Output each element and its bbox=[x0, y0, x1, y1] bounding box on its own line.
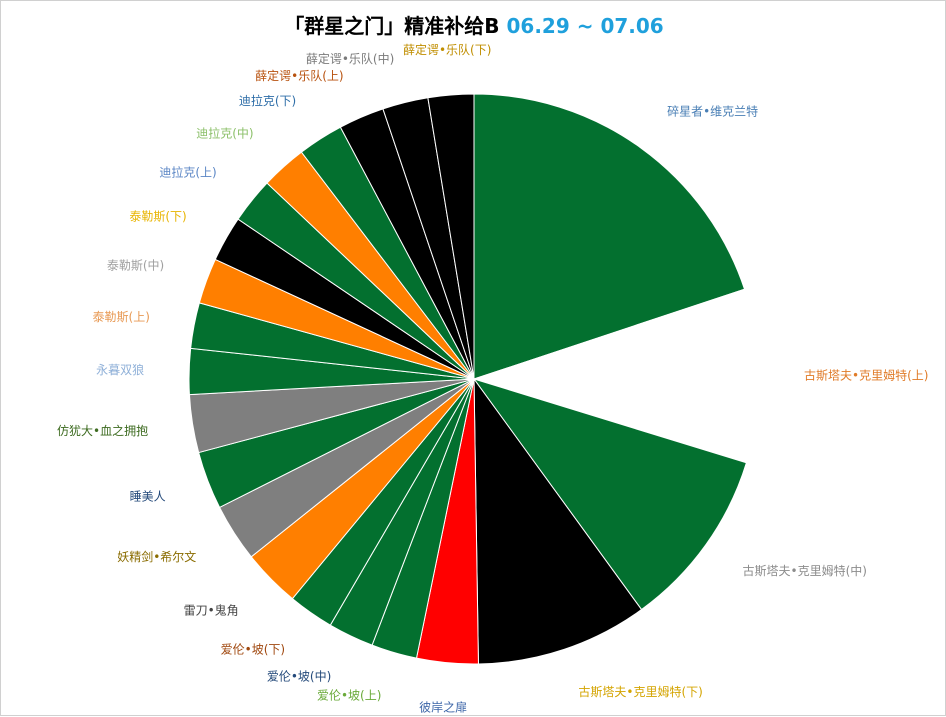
chart-title-main: 「群星之门」精准补给B bbox=[284, 14, 500, 38]
slice-label: 仿犹大•血之拥抱 bbox=[57, 423, 148, 438]
slice-label: 迪拉克(下) bbox=[239, 93, 296, 108]
slice-label: 彼岸之扉 bbox=[419, 701, 467, 715]
slice-label: 迪拉克(中) bbox=[196, 125, 253, 140]
pie-slice bbox=[473, 377, 643, 665]
slice-label: 薛定谔•乐队(下) bbox=[403, 42, 491, 57]
pie-slice bbox=[472, 378, 748, 611]
slice-label: 雷刀•鬼角 bbox=[184, 602, 239, 617]
slice-label: 泰勒斯(中) bbox=[107, 257, 164, 272]
pie-slice bbox=[473, 93, 746, 380]
slice-label: 薛定谔•乐队(中) bbox=[306, 51, 394, 66]
pie-slice bbox=[427, 93, 475, 380]
slice-label: 永暮双狼 bbox=[96, 362, 144, 377]
pie-slice bbox=[472, 288, 760, 464]
slice-label: 古斯塔夫•克里姆特(中) bbox=[743, 563, 867, 578]
slice-label: 泰勒斯(下) bbox=[129, 210, 186, 224]
slice-label: 爱伦•坡(下) bbox=[221, 642, 285, 657]
slice-label: 碎星者•维克兰特 bbox=[667, 103, 758, 118]
slice-label: 泰勒斯(上) bbox=[93, 310, 150, 324]
slice-label: 爱伦•坡(中) bbox=[267, 669, 331, 684]
slice-label: 睡美人 bbox=[130, 490, 166, 504]
pie-slices bbox=[188, 93, 760, 665]
slice-label: 迪拉克(上) bbox=[159, 164, 216, 179]
slice-label: 古斯塔夫•克里姆特(下) bbox=[578, 684, 702, 699]
slice-label: 薛定谔•乐队(上) bbox=[255, 68, 343, 83]
slice-label: 古斯塔夫•克里姆特(上) bbox=[804, 367, 928, 382]
slice-label: 爱伦•坡(上) bbox=[317, 688, 381, 703]
chart-title: 「群星之门」精准补给B 06.29 ~ 07.06 bbox=[1, 10, 946, 39]
chart-title-dates: 06.29 ~ 07.06 bbox=[506, 14, 664, 38]
slice-label: 妖精剑•希尔文 bbox=[117, 549, 196, 564]
